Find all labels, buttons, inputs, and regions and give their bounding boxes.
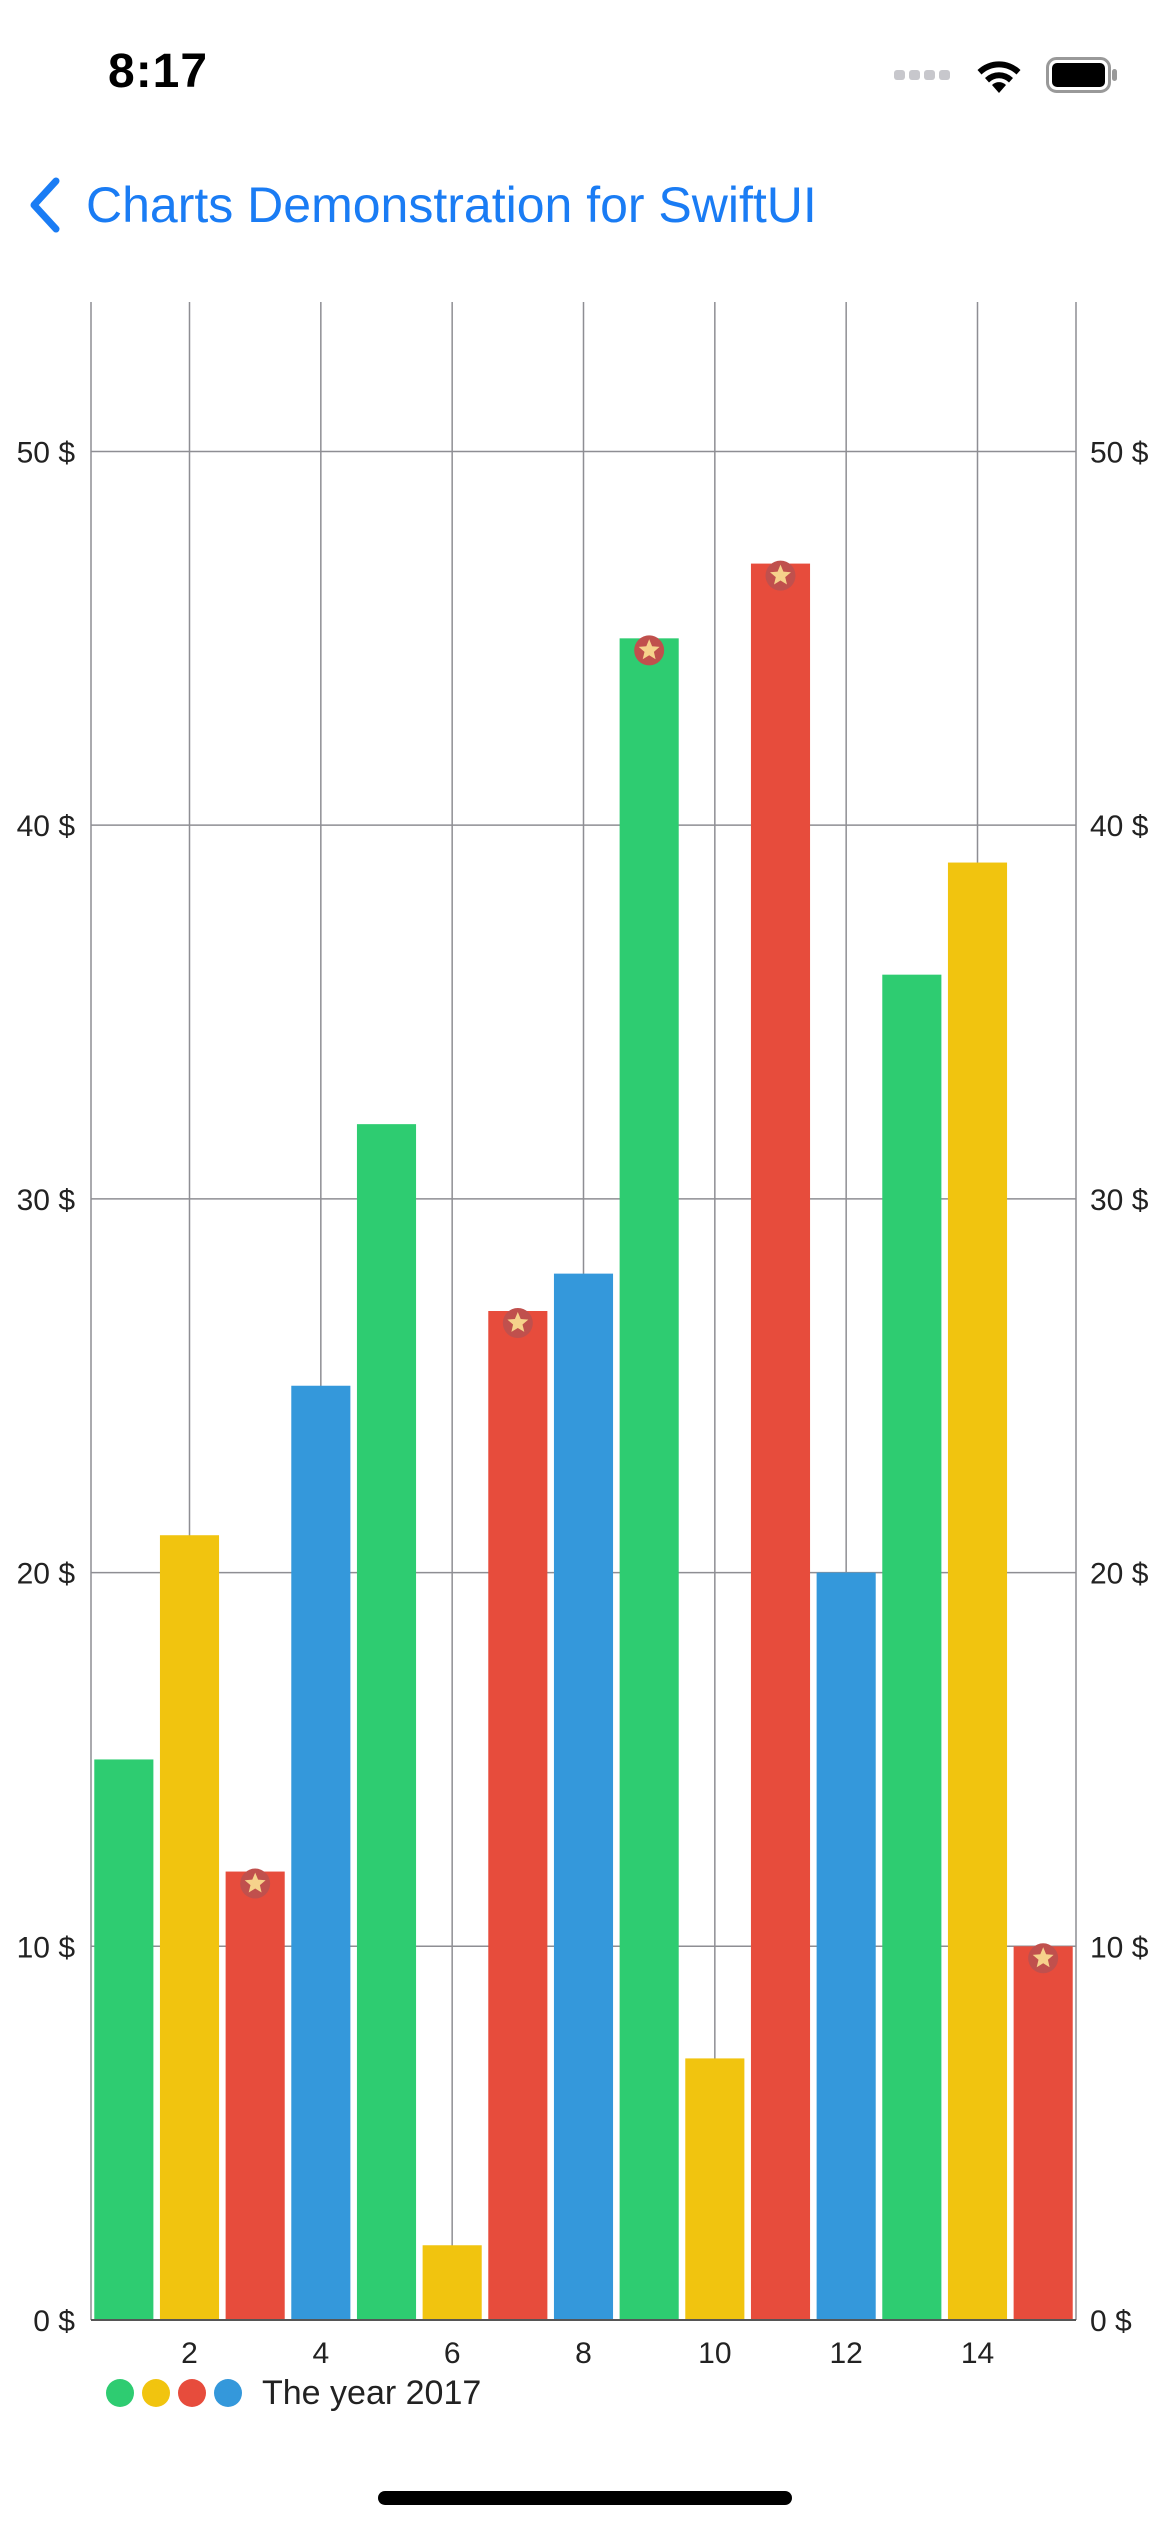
home-indicator[interactable] <box>378 2491 792 2505</box>
y-tick-label-right: 10 $ <box>1090 1931 1149 1964</box>
battery-icon <box>1046 57 1117 93</box>
wifi-icon <box>977 61 1021 93</box>
bar-chart: 0 $ 0 $ 10 $ 10 $ 20 $ 20 $ 30 $ 30 $ 40 $ 40 $ 50… <box>0 290 1170 2450</box>
status-time: 8:17 <box>108 45 209 98</box>
star-icon <box>244 1872 266 1893</box>
cellular-signal-icon <box>894 70 950 80</box>
legend-swatches <box>106 2379 250 2407</box>
y-tick-label-left: 40 $ <box>17 810 76 843</box>
legend-swatch <box>142 2379 170 2407</box>
x-tick-label: 8 <box>575 2337 592 2370</box>
bar <box>488 1311 548 2320</box>
bar <box>882 974 942 2320</box>
y-tick-label-left: 30 $ <box>17 1184 76 1217</box>
x-tick-label: 14 <box>961 2337 994 2370</box>
bar <box>685 2058 745 2320</box>
star-icon <box>770 564 791 585</box>
bar <box>94 1759 154 2320</box>
status-icons <box>894 50 1118 100</box>
bar <box>1013 1946 1073 2320</box>
x-tick-label: 2 <box>181 2337 198 2370</box>
star-icon <box>638 639 660 660</box>
status-bar: 8:17 <box>0 0 1170 140</box>
x-tick-label: 4 <box>312 2337 329 2370</box>
star-icon <box>507 1312 529 1332</box>
x-tick-label: 6 <box>444 2337 461 2370</box>
y-tick-label-right: 40 $ <box>1090 810 1149 843</box>
bar <box>947 862 1008 2320</box>
bar <box>553 1273 614 2320</box>
chevron-left-icon <box>30 177 60 233</box>
star-icon <box>1032 1947 1054 1968</box>
legend-label: The year 2017 <box>262 2373 482 2412</box>
legend-swatch <box>178 2379 206 2407</box>
x-tick-label: 10 <box>698 2337 731 2370</box>
bar <box>619 638 679 2320</box>
y-tick-label-left: 10 $ <box>17 1931 76 1964</box>
navigation-bar: Charts Demonstration for SwiftUI <box>0 160 1170 250</box>
chart-legend: The year 2017 <box>106 2368 481 2418</box>
y-tick-label-left: 20 $ <box>17 1558 76 1591</box>
y-tick-label-left: 50 $ <box>17 436 76 469</box>
y-tick-label-right: 0 $ <box>1090 2305 1132 2338</box>
y-tick-label-right: 30 $ <box>1090 1184 1149 1217</box>
legend-swatch <box>214 2379 242 2407</box>
back-button-label: Charts Demonstration for SwiftUI <box>86 177 817 233</box>
bar <box>816 1572 876 2320</box>
bar-chart-svg: 0 $ 0 $ 10 $ 10 $ 20 $ 20 $ 30 $ 30 $ 40 $ 40 $ 50… <box>17 302 1149 2370</box>
bar <box>291 1385 351 2320</box>
bar <box>750 563 811 2321</box>
y-tick-label-left: 0 $ <box>33 2305 75 2338</box>
x-tick-label: 12 <box>829 2337 862 2370</box>
bar <box>356 1124 417 2320</box>
bar <box>422 2245 482 2320</box>
bar <box>225 1871 285 2320</box>
legend-swatch <box>106 2379 134 2407</box>
y-tick-label-right: 20 $ <box>1090 1558 1149 1591</box>
back-button[interactable]: Charts Demonstration for SwiftUI <box>24 175 817 235</box>
bar <box>159 1535 220 2320</box>
y-tick-label-right: 50 $ <box>1090 436 1149 469</box>
